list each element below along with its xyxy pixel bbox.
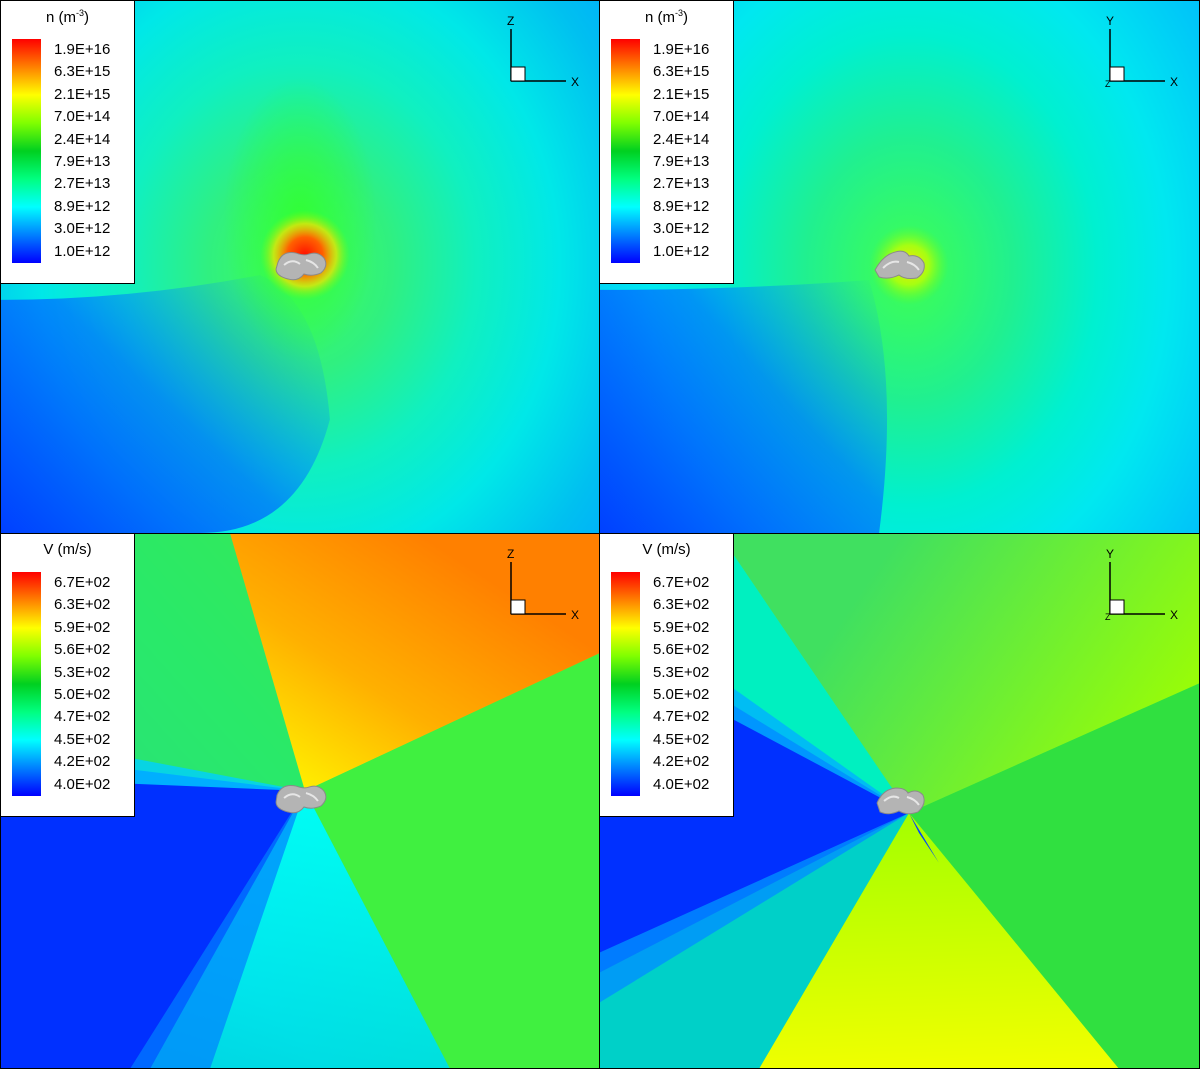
colorbar-tick-label: 6.3E+15: [54, 63, 111, 81]
colorbar-tick-label: 2.4E+14: [653, 130, 710, 148]
axis-label-out-of-plane: Z: [1105, 612, 1111, 622]
colorbar-tick-label: 4.2E+02: [54, 753, 111, 771]
axis-label-vertical: Y: [1106, 14, 1114, 28]
velocity-xz-panel: V (m/s) 6.7E+02 6.3E+02 5.9E+02 5.6E+02 5.3E…: [0, 533, 600, 1069]
axis-label-vertical: Y: [1106, 547, 1114, 561]
nucleus-icon: [275, 251, 327, 281]
colorbar-tick-label: 6.3E+15: [653, 63, 710, 81]
colorbar-tick-label: 2.4E+14: [54, 130, 111, 148]
nucleus-icon: [275, 784, 327, 814]
colorbar-tick-label: 5.0E+02: [653, 686, 710, 703]
nucleus-icon: [876, 787, 925, 815]
colorbar-tick-label: 5.3E+02: [54, 663, 111, 681]
colorbar-tick-label: 2.7E+13: [54, 175, 111, 193]
colorbar-tick-label: 4.0E+02: [653, 775, 710, 793]
density-xz-panel: n (m-3) 1.9E+16 6.3E+15 2.1E+15 7.0E+14 2.4E…: [0, 0, 600, 534]
colorbar-tick-label: 5.0E+02: [54, 686, 111, 703]
axis-triad-xz: Z X: [507, 14, 579, 89]
colorbar-tick-label: 2.7E+13: [653, 175, 710, 193]
colorbar-tick-label: 7.0E+14: [653, 108, 710, 126]
colorbar-swatch: [12, 39, 41, 263]
colorbar-tick-label: 1.9E+16: [653, 41, 710, 58]
axis-triad-xy: Y X Z: [1105, 547, 1178, 622]
colorbar-tick-label: 5.9E+02: [653, 618, 710, 636]
colorbar-tick-label: 3.0E+12: [653, 220, 710, 238]
colorbar-tick-label: 4.5E+02: [54, 730, 111, 748]
colorbar-tick-label: 4.2E+02: [653, 753, 710, 771]
velocity-colorbar: V (m/s) 6.7E+02 6.3E+02 5.9E+02 5.6E+02 5.3E…: [600, 534, 734, 817]
colorbar-title: V (m/s): [642, 541, 691, 558]
density-colorbar: n (m-3) 1.9E+16 6.3E+15 2.1E+15 7.0E+14 2.4E…: [1, 1, 135, 284]
colorbar-tick-label: 6.3E+02: [653, 596, 710, 614]
colorbar-tick-label: 5.6E+02: [653, 641, 710, 659]
density-colorbar: n (m-3) 1.9E+16 6.3E+15 2.1E+15 7.0E+14 2.4E…: [600, 1, 734, 284]
colorbar-tick-label: 2.1E+15: [653, 85, 710, 103]
colorbar-tick-label: 3.0E+12: [54, 220, 111, 238]
velocity-xy-panel: V (m/s) 6.7E+02 6.3E+02 5.9E+02 5.6E+02 5.3E…: [599, 533, 1200, 1069]
colorbar-tick-label: 4.7E+02: [54, 708, 111, 726]
colorbar-tick-label: 5.6E+02: [54, 641, 111, 659]
axis-label-horizontal: X: [1170, 608, 1178, 622]
axis-label-horizontal: X: [571, 75, 579, 89]
axis-label-horizontal: X: [571, 608, 579, 622]
colorbar-tick-label: 7.0E+14: [54, 108, 111, 126]
colorbar-swatch: [12, 572, 41, 796]
colorbar-tick-label: 5.3E+02: [653, 663, 710, 681]
colorbar-tick-label: 7.9E+13: [54, 153, 111, 170]
axis-triad-xz: Z X: [507, 547, 579, 622]
velocity-colorbar: V (m/s) 6.7E+02 6.3E+02 5.9E+02 5.6E+02 5.3E…: [1, 534, 135, 817]
colorbar-tick-label: 6.7E+02: [653, 574, 710, 591]
colorbar-title: n (m-3): [644, 8, 689, 26]
colorbar-tick-label: 2.1E+15: [54, 85, 111, 103]
colorbar-tick-label: 4.5E+02: [653, 730, 710, 748]
axis-label-out-of-plane: Z: [1105, 79, 1111, 89]
colorbar-tick-label: 8.9E+12: [54, 197, 111, 215]
colorbar-tick-label: 1.0E+12: [54, 242, 111, 260]
colorbar-tick-label: 6.7E+02: [54, 574, 111, 591]
colorbar-tick-label: 7.9E+13: [653, 153, 710, 170]
colorbar-tick-label: 5.9E+02: [54, 618, 111, 636]
colorbar-tick-label: 1.0E+12: [653, 242, 710, 260]
colorbar-tick-label: 1.9E+16: [54, 41, 111, 58]
axis-triad-xy: Y X Z: [1105, 14, 1178, 89]
axis-label-horizontal: X: [1170, 75, 1178, 89]
density-xy-panel: n (m-3) 1.9E+16 6.3E+15 2.1E+15 7.0E+14 2.4E…: [599, 0, 1200, 534]
colorbar-tick-label: 6.3E+02: [54, 596, 111, 614]
colorbar-swatch: [611, 572, 640, 796]
colorbar-tick-label: 4.7E+02: [653, 708, 710, 726]
nucleus-icon: [874, 250, 925, 280]
colorbar-swatch: [611, 39, 640, 263]
colorbar-title: V (m/s): [43, 541, 92, 558]
colorbar-tick-label: 8.9E+12: [653, 197, 710, 215]
axis-label-vertical: Z: [507, 547, 514, 561]
colorbar-tick-label: 4.0E+02: [54, 775, 111, 793]
colorbar-title: n (m-3): [45, 8, 90, 26]
axis-label-vertical: Z: [507, 14, 514, 28]
